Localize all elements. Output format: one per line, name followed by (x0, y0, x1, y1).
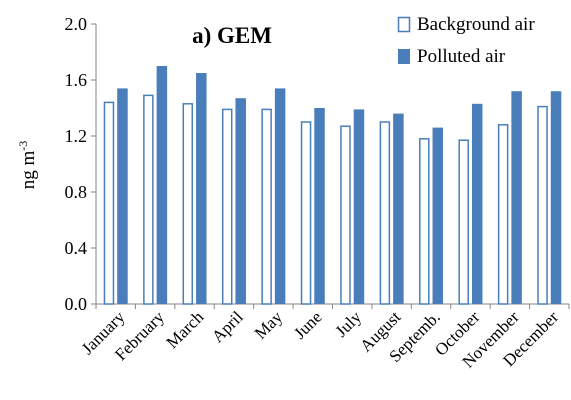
bar-polluted-air (471, 103, 483, 304)
bar-background-air (300, 121, 312, 305)
legend: Background air Polluted air (397, 14, 535, 67)
x-tick-label: March (163, 307, 208, 352)
legend-label-background-air: Background air (417, 14, 535, 35)
bars-layer (103, 66, 562, 305)
legend-swatch-background-air (397, 16, 411, 33)
bar-background-air (458, 139, 469, 305)
y-tick-label: 2.0 (65, 14, 88, 34)
bar-polluted-air (314, 108, 325, 304)
y-axis-label-exponent: -3 (16, 141, 30, 151)
x-tick-label: July (332, 307, 366, 341)
bar-polluted-air (235, 98, 246, 304)
bar-polluted-air (511, 91, 522, 304)
legend-swatch-polluted-air (398, 49, 410, 64)
bar-polluted-air (274, 88, 286, 305)
bar-polluted-air (117, 88, 128, 305)
bar-background-air (103, 101, 115, 305)
bar-polluted-air (550, 91, 562, 304)
bar-background-air (182, 103, 194, 305)
y-tick-label: 0.4 (65, 238, 88, 258)
bar-background-air (143, 94, 154, 305)
bar-background-air (379, 121, 391, 305)
bar-polluted-air (432, 127, 444, 304)
y-axis-label: ng m-3 (16, 141, 39, 190)
bar-background-air (537, 105, 548, 305)
bar-background-air (497, 124, 509, 305)
bar-polluted-air (393, 113, 404, 304)
y-tick-label: 0.0 (65, 294, 88, 314)
x-tick-label: April (208, 307, 247, 346)
bar-polluted-air (156, 66, 168, 304)
axes-layer (91, 23, 570, 309)
bar-background-air (419, 138, 430, 305)
legend-label-polluted-air: Polluted air (417, 46, 506, 67)
y-tick-label: 1.2 (65, 126, 88, 146)
y-tick-label: 0.8 (65, 182, 88, 202)
y-tick-label: 1.6 (65, 70, 88, 90)
chart-title: a) GEM (192, 23, 272, 48)
bar-polluted-air (353, 109, 365, 305)
y-axis-label-unit: ng m (18, 151, 39, 190)
bar-polluted-air (196, 73, 207, 304)
bar-background-air (261, 108, 272, 305)
bar-background-air (340, 125, 351, 305)
bar-background-air (221, 108, 233, 305)
x-tick-label: June (290, 307, 325, 342)
x-tick-label: May (251, 307, 287, 343)
